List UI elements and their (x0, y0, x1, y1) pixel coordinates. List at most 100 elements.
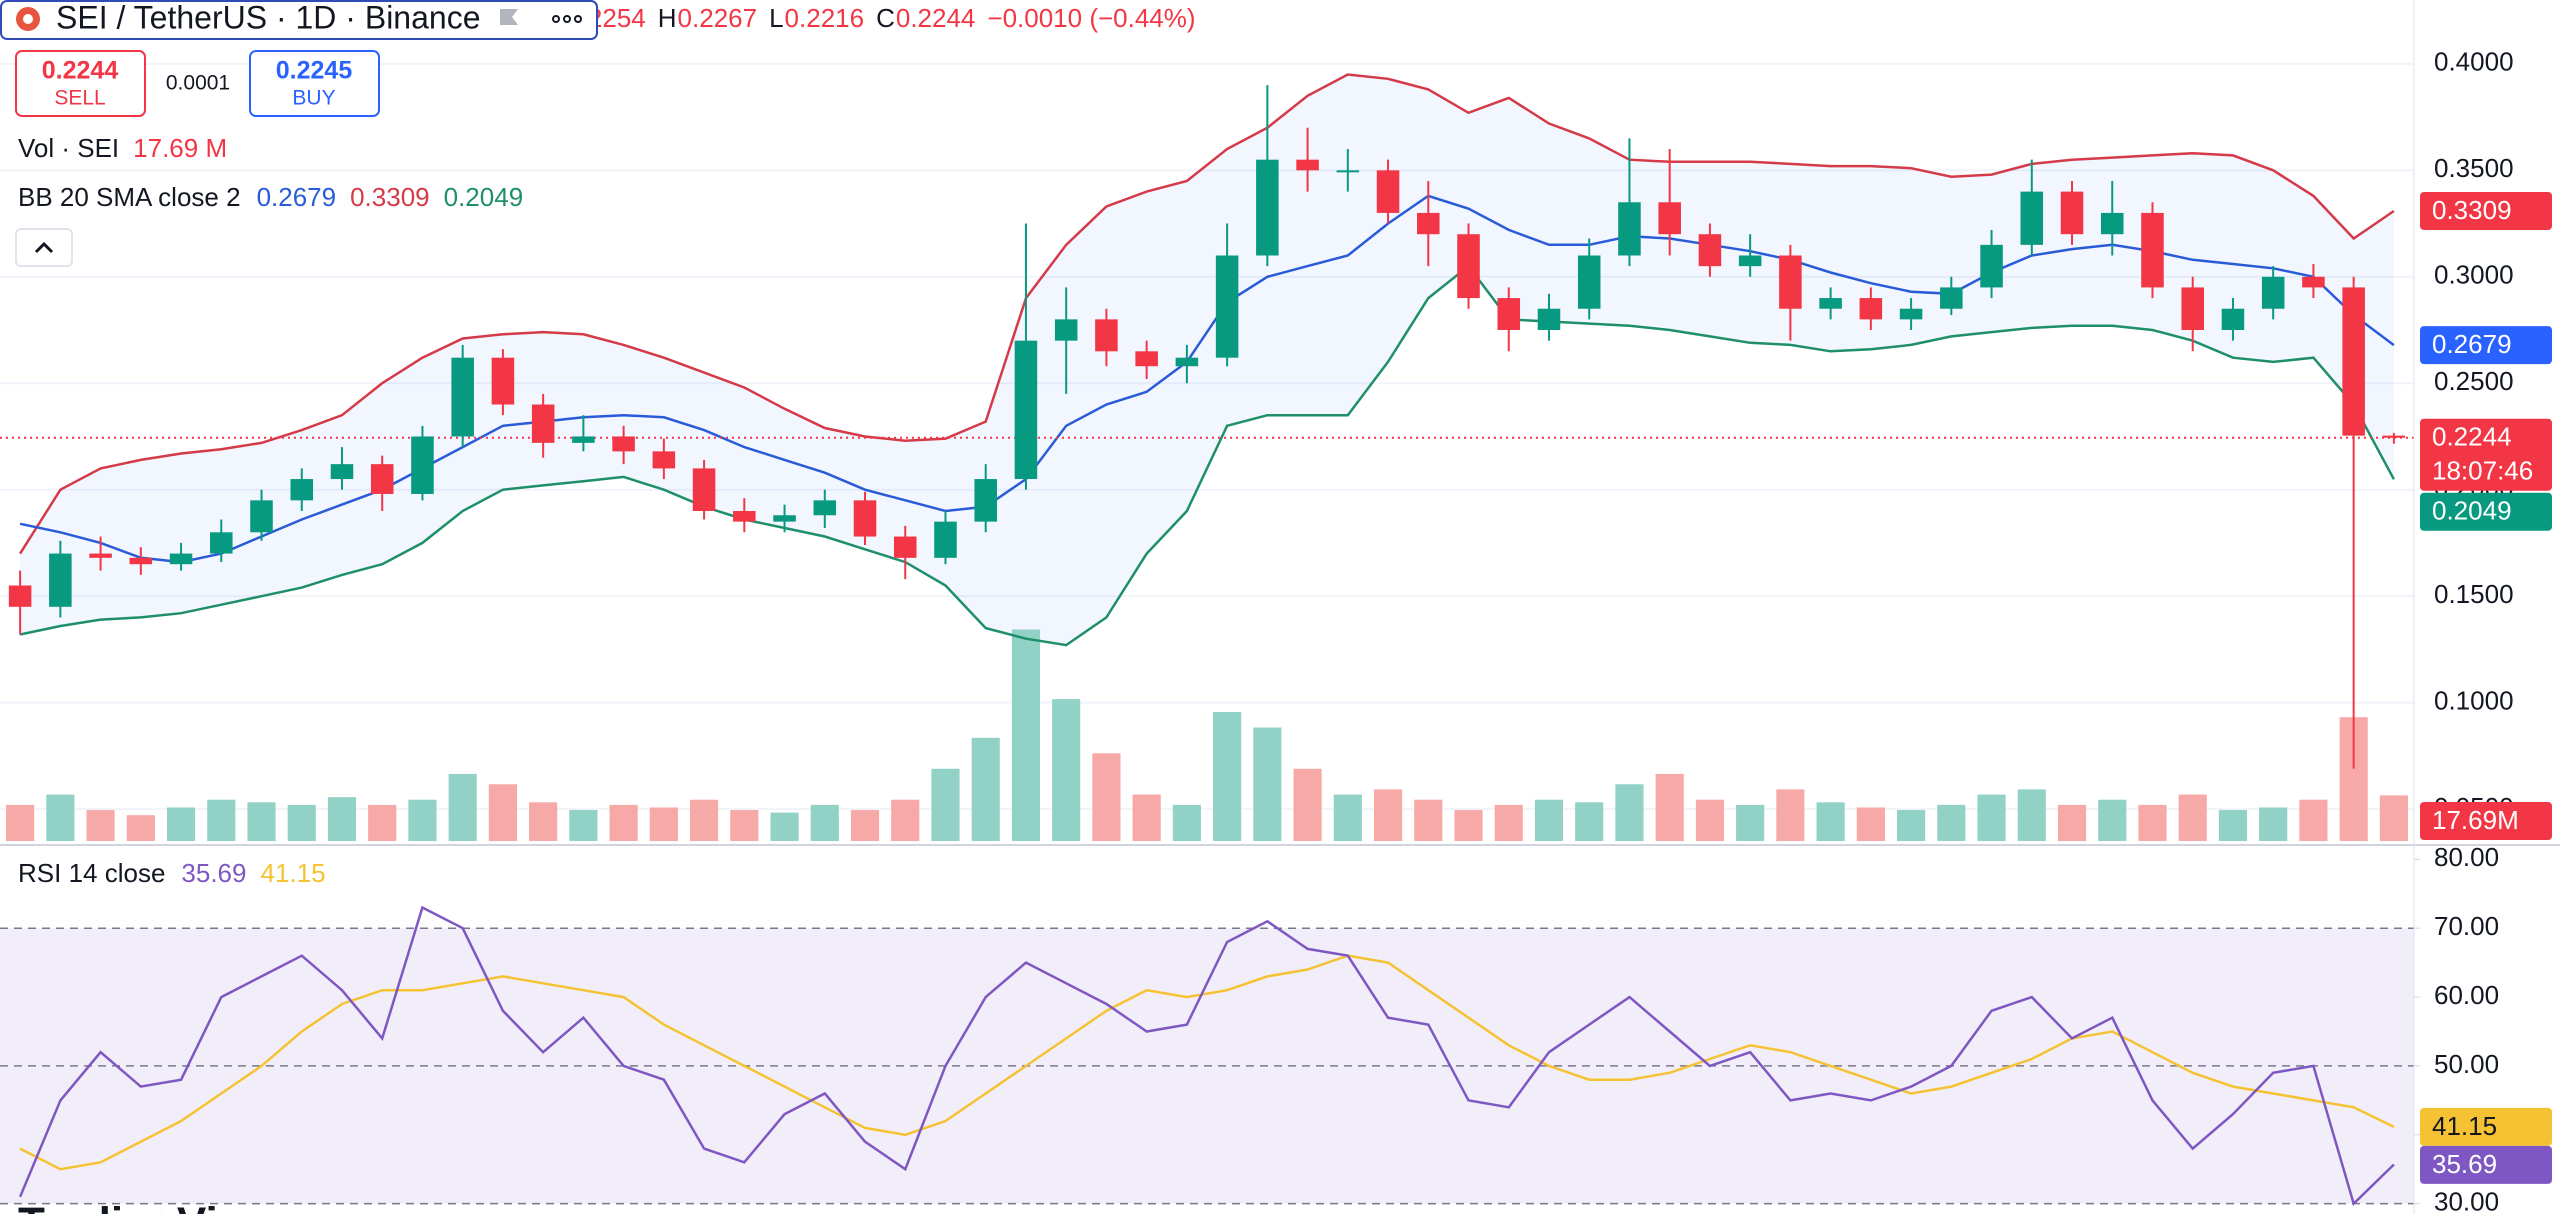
candle-body (1618, 202, 1641, 256)
candle-body (169, 553, 193, 565)
ohlc-key: C (876, 3, 895, 33)
bb-lower-label: 0.2049 (2432, 496, 2512, 526)
candle-body (2302, 276, 2325, 288)
candle-body (210, 532, 233, 554)
candle-body (49, 553, 72, 607)
bb-legend-lower: 0.2049 (444, 182, 524, 212)
buy-box[interactable] (249, 50, 380, 117)
bb-legend-upper: 0.3309 (350, 182, 430, 212)
candle-body (250, 500, 273, 533)
buy-button[interactable]: 0.2245 BUY (249, 50, 380, 117)
rsi-legend-ma: 41.15 (260, 858, 325, 888)
candle-body (652, 451, 676, 469)
volume-bar (971, 737, 1000, 841)
volume-bar (1092, 753, 1121, 841)
volume-bar (126, 815, 155, 841)
candle-body (531, 404, 555, 443)
volume-bar (1011, 629, 1041, 841)
y-tick-label: 70.00 (2434, 911, 2499, 941)
ohlc-key: H (658, 3, 677, 33)
candle-body (1577, 255, 1601, 309)
candle-body (813, 500, 837, 516)
more-dot[interactable] (563, 15, 571, 23)
volume-legend-name: Vol · SEI (18, 133, 119, 163)
bb-basis-label: 0.2679 (2432, 329, 2512, 359)
candle-body (1899, 308, 1923, 320)
candle-body (733, 510, 756, 522)
volume-bar (730, 810, 759, 841)
candle-body (451, 357, 474, 437)
candles (8, 85, 2406, 769)
sell-button[interactable]: 0.2244 SELL (15, 50, 146, 117)
candle-body (2221, 308, 2245, 331)
y-tick-label: 30.00 (2434, 1187, 2499, 1214)
volume-bar (1897, 810, 1926, 841)
candle-body (1095, 319, 1118, 352)
candle-body (1256, 159, 1279, 256)
volume-bar (649, 807, 678, 841)
volume-bar (1655, 773, 1684, 841)
volume-bar (1373, 789, 1403, 841)
collapse-box[interactable] (15, 228, 73, 267)
symbol-header[interactable]: SEI / TetherUS · 1D · Binance (0, 0, 598, 40)
y-tick-label: 50.00 (2434, 1049, 2499, 1079)
volume-bar (1494, 804, 1523, 841)
volume-bar (1253, 727, 1282, 841)
volume-bar (1575, 802, 1604, 841)
last-price-label-box (2420, 418, 2552, 491)
candle-body (2020, 191, 2044, 245)
candle-body (1658, 202, 1681, 235)
volume-bar (1414, 799, 1443, 841)
volume-bar (1172, 804, 1201, 841)
last-price-label: 0.2244 (2432, 422, 2512, 452)
candle-body (1336, 170, 1360, 173)
bb-lower (19, 264, 2396, 647)
sell-box[interactable] (15, 50, 146, 117)
bb-upper-label: 0.3309 (2432, 195, 2512, 225)
candle-body (1296, 159, 1319, 171)
volume-legend-value: 17.69 M (133, 133, 227, 163)
y-tick-label: 80.00 (2434, 842, 2499, 872)
candle-body (2060, 191, 2084, 235)
candle-body (491, 357, 515, 405)
volume-bar (1937, 804, 1966, 841)
more-dot[interactable] (574, 15, 582, 23)
volume-bar (2218, 810, 2248, 841)
y-tick-label: 0.3500 (2434, 153, 2514, 183)
ohlc-change: −0.0010 (−0.44%) (987, 3, 1195, 33)
more-dot[interactable] (552, 15, 560, 23)
volume-bar (207, 799, 236, 841)
volume-bar (488, 784, 517, 841)
legend: Vol · SEI 17.69 M BB 20 SMA close 2 0.2679 0… (18, 133, 523, 888)
volume-bar (569, 810, 598, 841)
candle-body (2141, 212, 2164, 288)
candle-body (2342, 287, 2365, 436)
y-tick-label: 0.3000 (2434, 260, 2514, 290)
header-box[interactable] (0, 0, 598, 40)
collapse-arrow (34, 241, 54, 254)
collapse-button[interactable] (15, 228, 73, 267)
candle-body (1135, 351, 1158, 367)
volume-bar (1454, 810, 1483, 841)
volume-bar (1816, 802, 1845, 841)
candle-body (1054, 319, 1078, 341)
volume-bar (1132, 794, 1161, 841)
flag-icon[interactable] (500, 9, 518, 25)
candle-body (692, 468, 716, 511)
candle-body (773, 515, 796, 522)
candle-body (89, 553, 112, 558)
volume-bar (891, 799, 920, 841)
volume-bar (1695, 799, 1724, 841)
volume-bar (931, 768, 960, 841)
buy-label: BUY (292, 87, 335, 110)
volume-bar (1534, 799, 1564, 841)
candle-body (1457, 234, 1480, 299)
bb-fill (20, 74, 2394, 646)
rsi-legend-name: RSI 14 close (18, 858, 165, 888)
candle-body (1980, 244, 2003, 288)
candle-body (853, 500, 877, 537)
candle-body (1215, 255, 1239, 358)
volume-bar (1333, 794, 1362, 841)
axis-labels: 0.3309 0.2679 0.2244 18:07:46 0.2049 17.69M 41… (2420, 191, 2552, 1184)
